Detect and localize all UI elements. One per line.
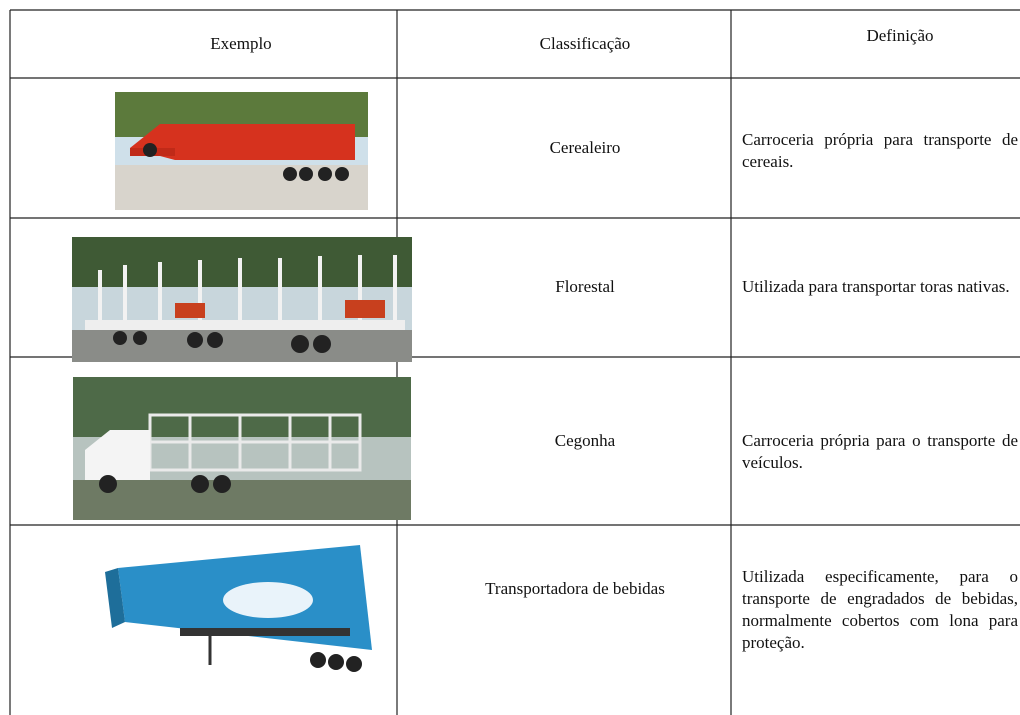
header-cell: Definição — [866, 26, 934, 45]
classification-cell: Transportadora de bebidas — [485, 579, 665, 598]
header-cell: Exemplo — [210, 34, 272, 53]
definition-cell: Carroceria própria para o transporte de … — [742, 431, 1018, 472]
definition-cell: Utilizada especificamente, para o transp… — [742, 567, 1018, 652]
photo-cerealeiro — [115, 92, 368, 210]
definition-cell: Utilizada para transportar toras nativas… — [742, 277, 1010, 296]
header-cell: Classificação — [539, 34, 631, 53]
classification-cell: Cerealeiro — [549, 138, 621, 157]
photo-bebidas — [105, 545, 372, 672]
classification-cell: Florestal — [555, 277, 615, 296]
photo-cegonha — [73, 377, 411, 520]
classification-cell: Cegonha — [554, 431, 616, 450]
definition-cell: Carroceria própria para transporte de ce… — [742, 130, 1018, 171]
photo-florestal — [72, 237, 412, 362]
